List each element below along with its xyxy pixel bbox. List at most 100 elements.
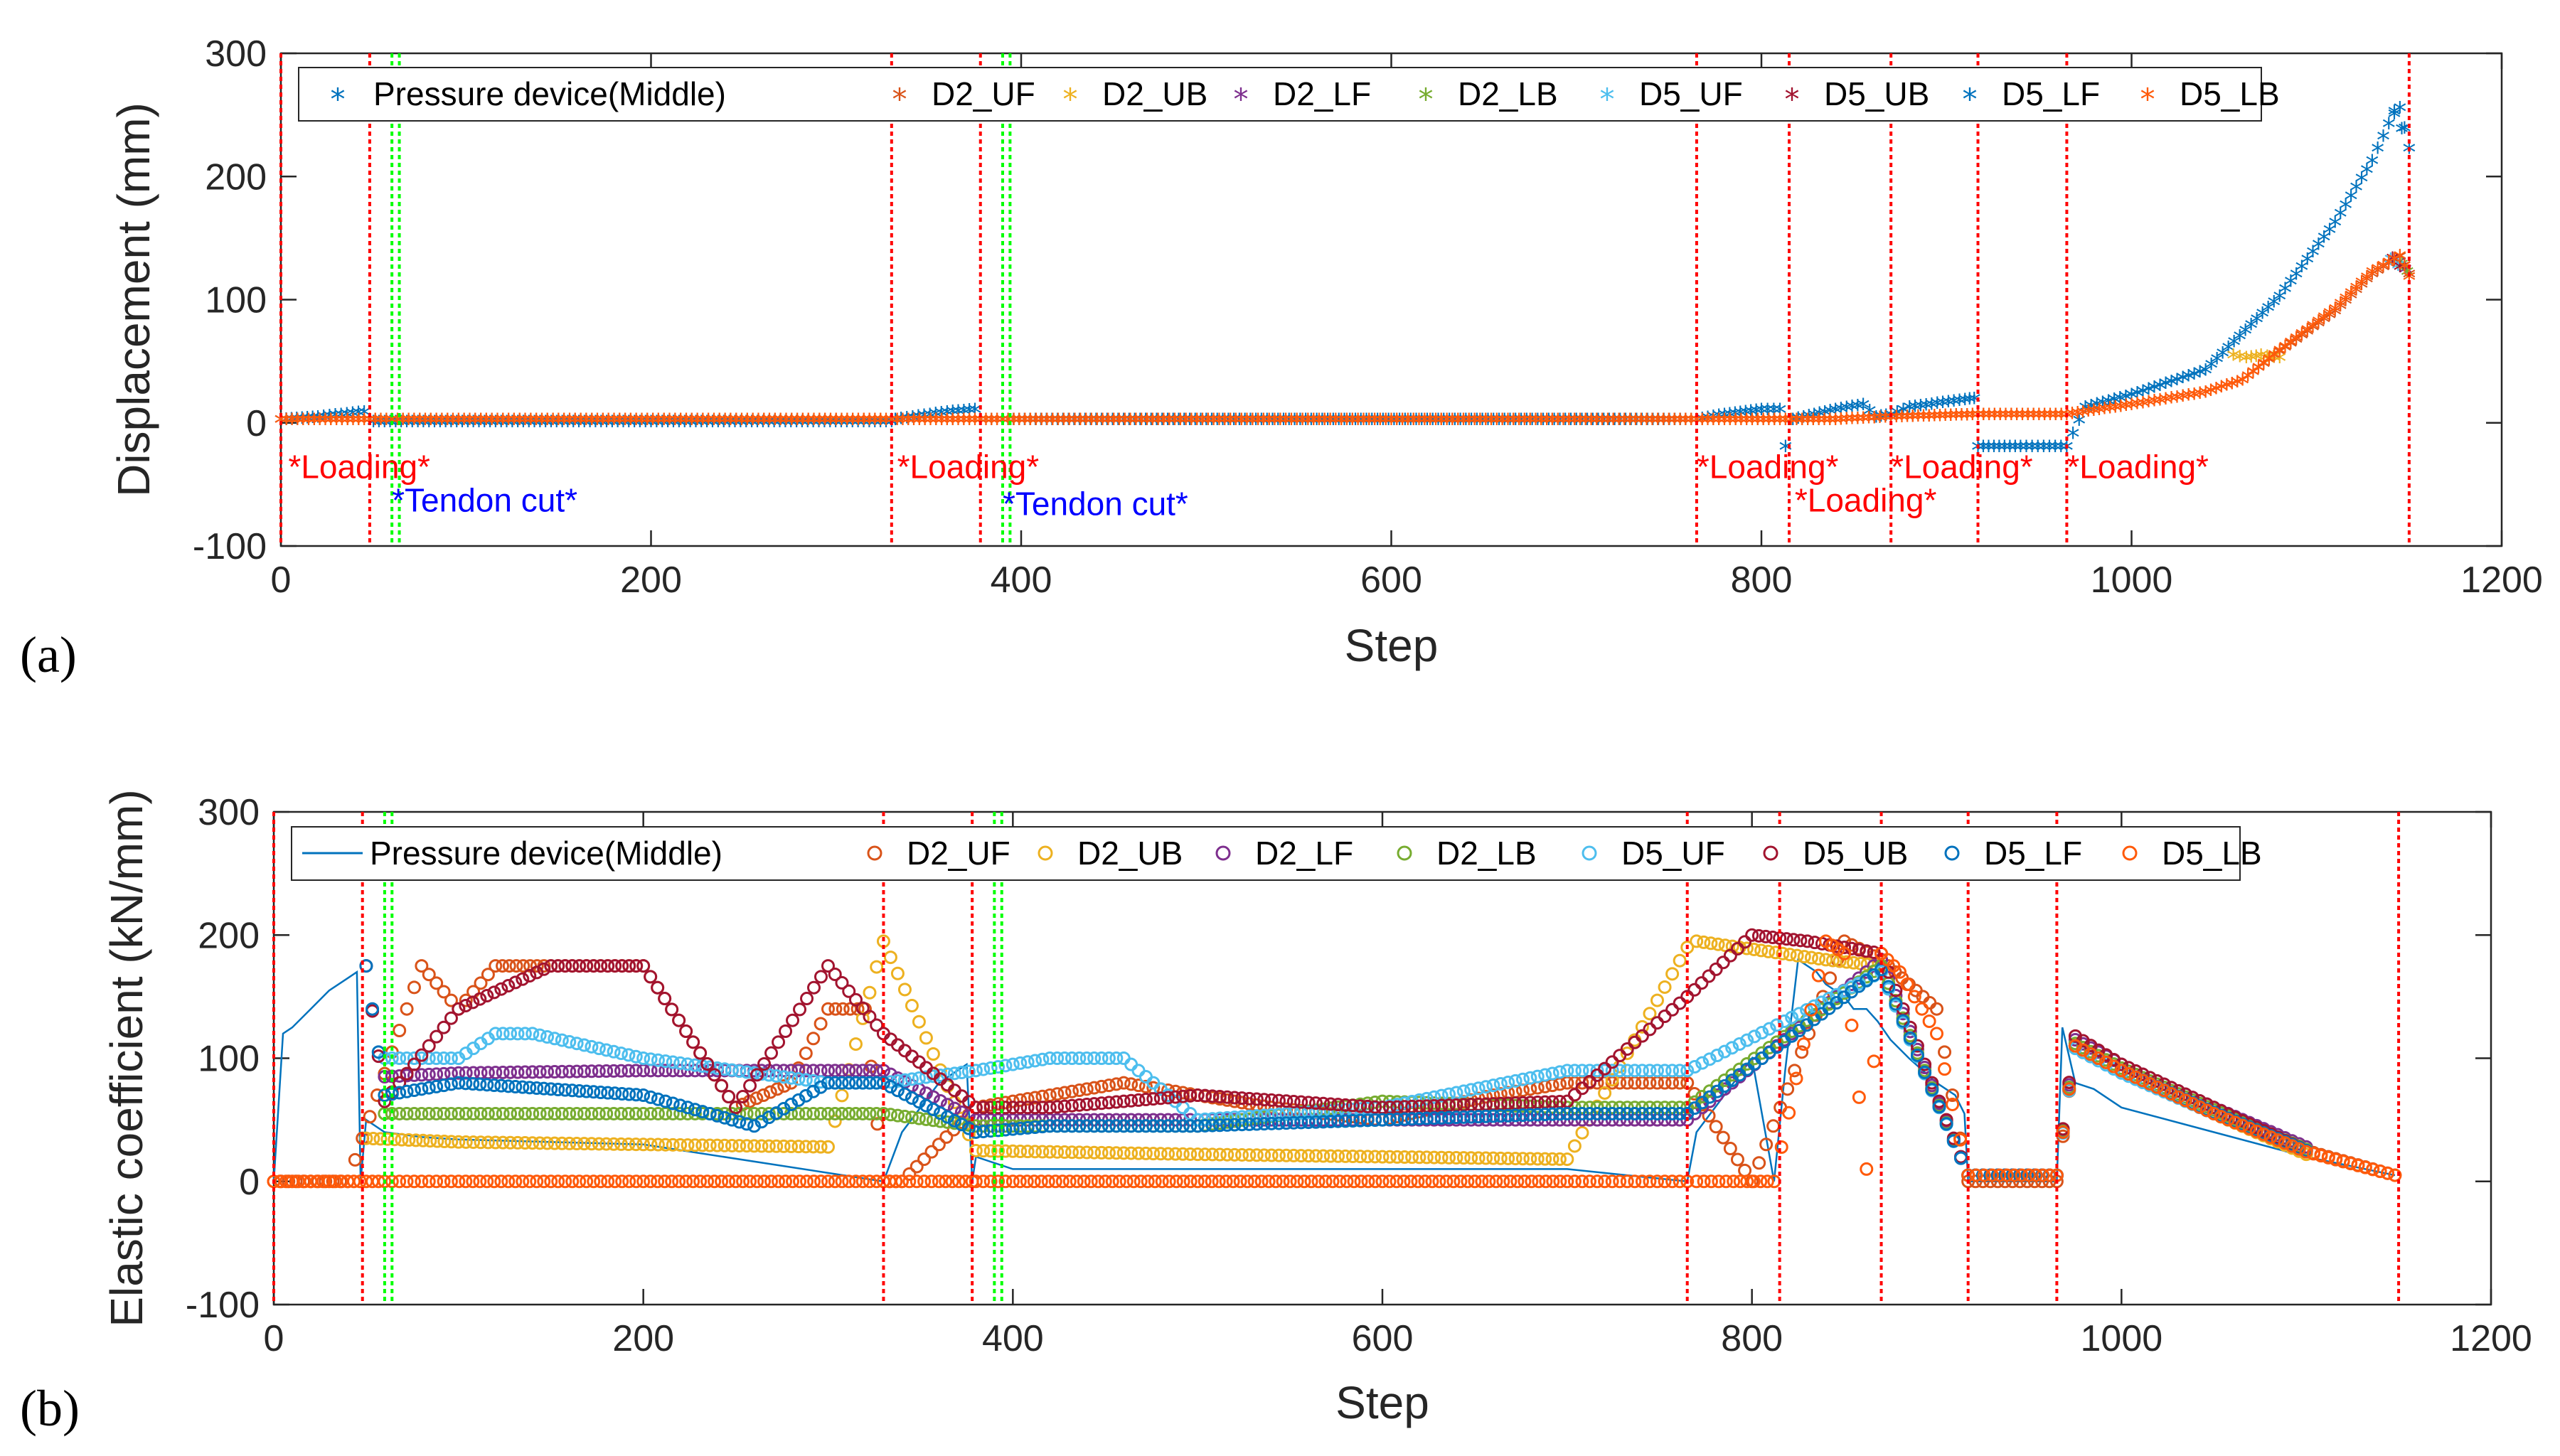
x-tick-label: 0 — [264, 1318, 284, 1359]
data-point — [526, 1065, 540, 1079]
data-point: * — [672, 410, 686, 441]
series-d2-lb: ** — [2395, 252, 2414, 291]
data-point: * — [2125, 383, 2138, 414]
data-point: * — [707, 408, 720, 439]
data-point: * — [1602, 408, 1616, 439]
legend-marker: * — [1234, 82, 1249, 117]
data-point — [1094, 1145, 1109, 1160]
data-point: * — [1618, 408, 1631, 439]
data-point — [1183, 1147, 1198, 1161]
data-point — [732, 1139, 747, 1153]
data-point — [1442, 1150, 1456, 1165]
data-point: * — [2054, 403, 2068, 434]
data-point: * — [851, 410, 865, 441]
data-point: * — [1468, 408, 1481, 439]
data-point: * — [1879, 406, 1892, 437]
data-point: * — [1740, 408, 1754, 439]
data-point: * — [1551, 408, 1564, 439]
data-point — [1486, 1113, 1500, 1127]
data-point: * — [585, 408, 599, 439]
data-point: * — [1695, 408, 1709, 439]
data-point: * — [1277, 408, 1291, 439]
data-point — [1658, 980, 1672, 994]
data-point: * — [2382, 250, 2396, 282]
data-point — [1227, 1147, 1242, 1162]
data-point: * — [818, 410, 831, 441]
data-point — [1903, 1024, 1917, 1039]
data-point: * — [611, 410, 624, 441]
data-point: * — [1961, 403, 1974, 434]
data-point: * — [1515, 408, 1528, 439]
data-point — [622, 1137, 636, 1151]
x-axis-label: Step — [1345, 620, 1439, 671]
data-point: * — [1151, 408, 1165, 439]
data-point: * — [291, 408, 304, 439]
legend-marker: * — [1419, 82, 1434, 117]
data-point: * — [923, 403, 937, 434]
data-point: * — [1163, 408, 1176, 439]
data-point — [961, 1128, 976, 1142]
data-point: * — [1513, 408, 1526, 439]
data-point: * — [1651, 408, 1665, 439]
plot-area — [279, 52, 2503, 547]
data-point: * — [1282, 408, 1296, 439]
data-point: * — [506, 410, 519, 441]
data-point: * — [1723, 408, 1737, 439]
data-point: * — [1035, 408, 1048, 439]
data-point — [1190, 1147, 1205, 1162]
data-point: * — [2066, 402, 2079, 434]
data-point: * — [2251, 355, 2265, 387]
data-point: * — [430, 408, 443, 439]
data-point: * — [1606, 408, 1620, 439]
data-point: * — [1966, 403, 1979, 434]
data-point: * — [633, 410, 646, 441]
loading-annotation: *Loading* — [897, 449, 1040, 486]
data-point — [511, 1135, 525, 1150]
data-point: * — [516, 410, 530, 441]
data-point: * — [702, 408, 715, 439]
data-point: * — [1404, 408, 1417, 439]
data-point — [848, 1037, 863, 1051]
legend: * Pressure device(Middle) * D2_UF * D2_UB * D2_… — [298, 67, 2280, 122]
data-point: * — [2306, 316, 2320, 347]
data-point — [585, 1064, 599, 1078]
data-point: * — [2092, 398, 2106, 429]
data-point: * — [963, 408, 976, 439]
data-point: * — [1573, 408, 1586, 439]
data-point: * — [796, 408, 809, 439]
data-point — [1057, 1145, 1072, 1160]
data-point: * — [1316, 408, 1329, 439]
data-point: * — [2060, 403, 2074, 434]
data-point: * — [1784, 408, 1798, 439]
data-point: * — [2043, 403, 2057, 434]
data-point: * — [1734, 408, 1748, 439]
data-point: * — [1068, 408, 1082, 439]
data-point: * — [452, 408, 465, 439]
data-point: * — [2038, 403, 2052, 434]
data-point: * — [1288, 408, 1301, 439]
data-point: * — [846, 408, 860, 439]
data-point: * — [1140, 408, 1153, 439]
data-point: * — [583, 410, 597, 441]
data-point: * — [641, 408, 654, 439]
data-point — [533, 1065, 547, 1079]
data-point: * — [502, 408, 516, 439]
data-point: * — [1307, 408, 1321, 439]
data-point: * — [2273, 340, 2286, 371]
data-point: * — [1146, 408, 1159, 439]
data-point — [577, 1064, 592, 1078]
x-tick-label: 1000 — [2080, 1318, 2162, 1359]
data-point: * — [740, 408, 754, 439]
data-point — [562, 1064, 577, 1078]
data-point: * — [2159, 372, 2172, 403]
data-point: * — [1774, 408, 1787, 439]
data-point: * — [1373, 408, 1387, 439]
data-point: * — [2153, 374, 2167, 405]
data-point — [1515, 1152, 1530, 1166]
data-point: * — [2199, 358, 2212, 390]
data-point: * — [1542, 408, 1555, 439]
data-point: * — [1944, 404, 1958, 435]
data-point: * — [466, 410, 480, 441]
data-point: * — [1294, 408, 1307, 439]
data-point: * — [1409, 408, 1423, 439]
